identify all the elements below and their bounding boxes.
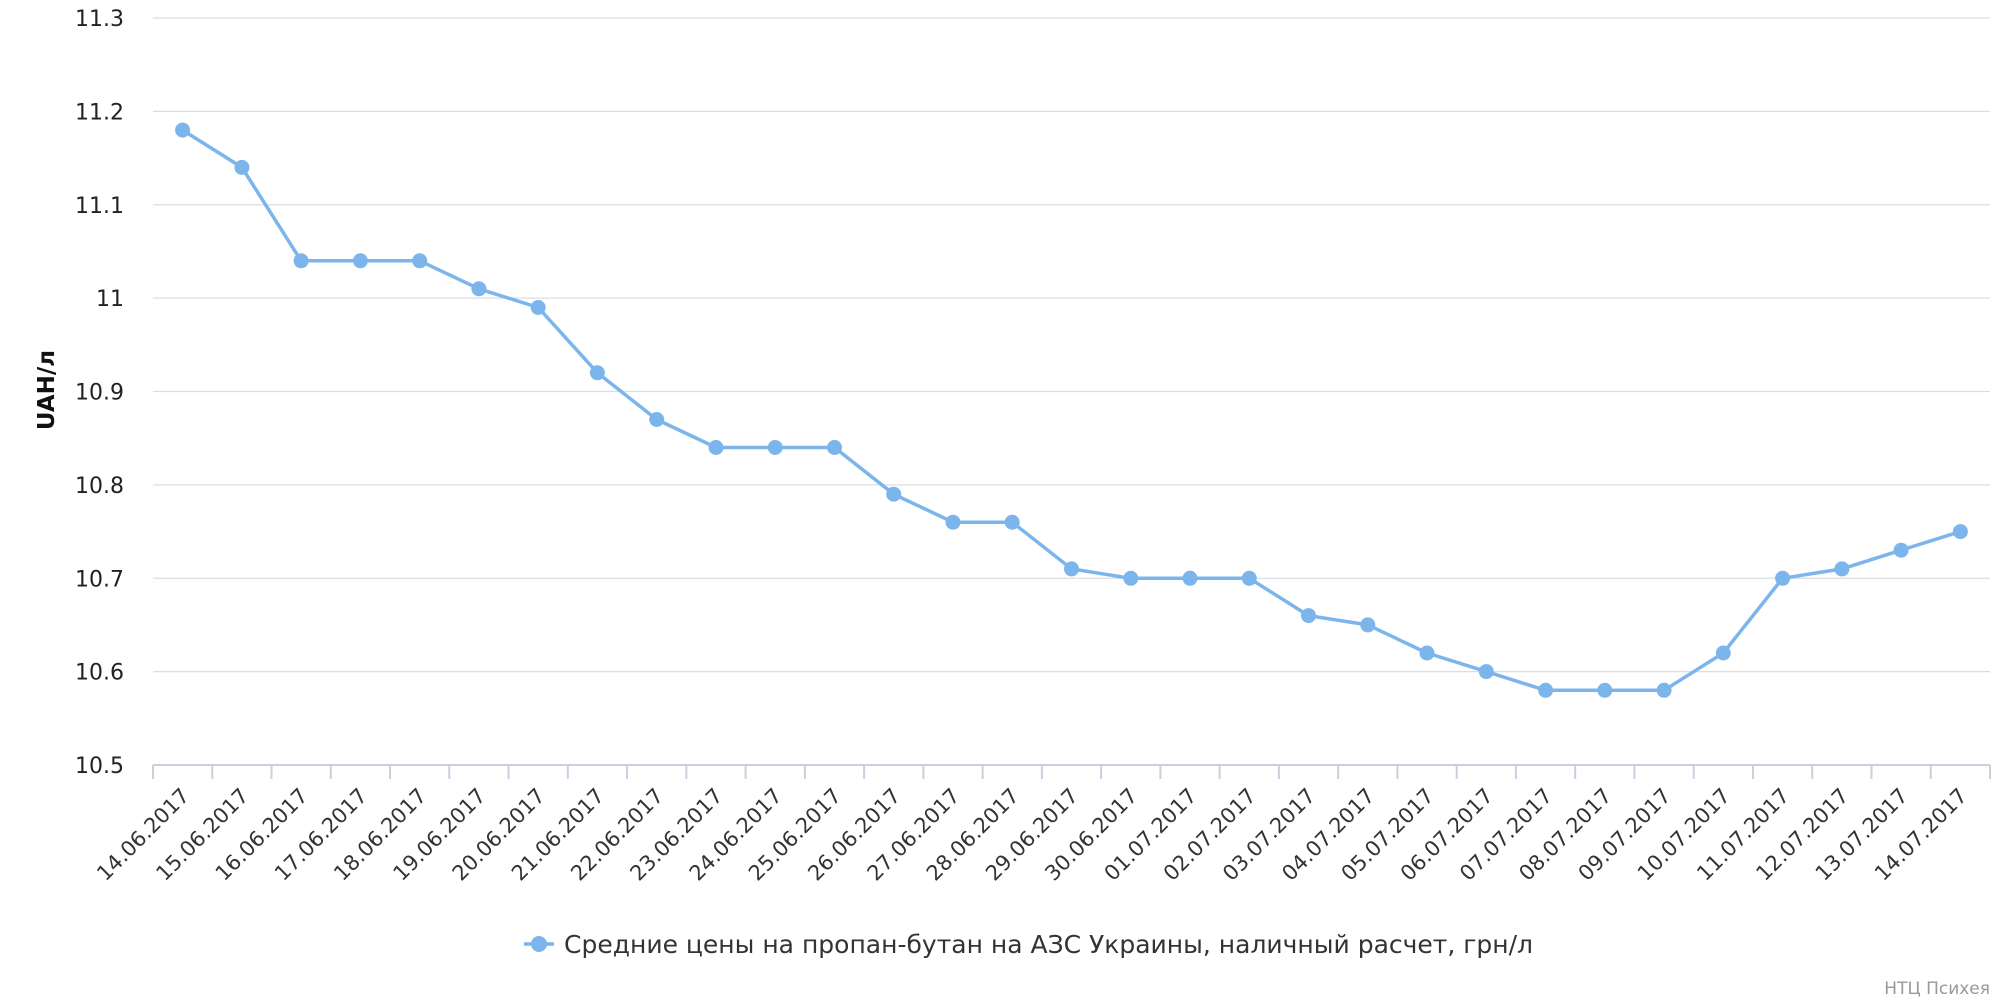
data-point[interactable] xyxy=(1123,570,1139,586)
data-point[interactable] xyxy=(589,365,605,381)
data-point[interactable] xyxy=(708,440,724,455)
x-axis-ticks: 14.06.201715.06.201716.06.201717.06.2017… xyxy=(92,765,1991,886)
y-tick-label: 10.8 xyxy=(75,474,124,499)
data-point[interactable] xyxy=(767,440,783,455)
data-point[interactable] xyxy=(827,440,842,455)
data-point[interactable] xyxy=(1775,570,1791,586)
data-point[interactable] xyxy=(945,514,961,530)
legend-label: Средние цены на пропан-бутан на АЗС Укра… xyxy=(564,930,1533,959)
data-point[interactable] xyxy=(1715,645,1731,661)
data-point[interactable] xyxy=(1893,542,1909,558)
data-point[interactable] xyxy=(1064,561,1079,577)
chart-credit[interactable]: НТЦ Психея xyxy=(1884,979,1990,999)
data-point[interactable] xyxy=(1419,645,1435,661)
data-point[interactable] xyxy=(1004,514,1020,530)
data-point[interactable] xyxy=(471,281,487,297)
y-axis-ticks: 10.5 10.6 10.7 10.8 10.9 11 11.1 11.2 11.3 xyxy=(75,7,124,779)
y-tick-label: 10.5 xyxy=(75,754,124,779)
series-layer xyxy=(175,122,1968,698)
data-point[interactable] xyxy=(1301,608,1316,624)
y-tick-label: 11.1 xyxy=(75,194,124,219)
y-tick-label: 10.9 xyxy=(75,381,124,406)
legend-item[interactable]: Средние цены на пропан-бутан на АЗС Укра… xyxy=(524,930,1533,959)
data-point[interactable] xyxy=(1360,617,1376,633)
y-tick-label: 11.3 xyxy=(75,7,124,32)
data-point[interactable] xyxy=(1538,682,1554,698)
data-point[interactable] xyxy=(1597,682,1613,698)
series-line xyxy=(180,128,1963,693)
legend-marker-icon xyxy=(531,936,547,952)
data-point[interactable] xyxy=(1182,570,1198,586)
series-points xyxy=(175,122,1968,698)
y-tick-label: 11 xyxy=(96,287,124,312)
y-axis-title: UAH/л xyxy=(34,350,60,430)
data-point[interactable] xyxy=(886,486,902,502)
data-point[interactable] xyxy=(1834,561,1850,577)
data-point[interactable] xyxy=(175,122,191,138)
data-point[interactable] xyxy=(1478,664,1494,680)
data-point[interactable] xyxy=(1656,682,1672,698)
data-point[interactable] xyxy=(412,253,428,269)
y-tick-label: 11.2 xyxy=(75,100,124,125)
y-tick-label: 10.7 xyxy=(75,567,124,592)
grid-lines xyxy=(153,17,1990,673)
data-point[interactable] xyxy=(234,159,250,175)
data-point[interactable] xyxy=(530,300,546,315)
data-point[interactable] xyxy=(649,412,665,427)
y-tick-label: 10.6 xyxy=(75,661,124,686)
data-point[interactable] xyxy=(1952,524,1968,540)
data-point[interactable] xyxy=(1241,570,1257,586)
data-point[interactable] xyxy=(352,253,368,269)
data-point[interactable] xyxy=(293,253,309,269)
